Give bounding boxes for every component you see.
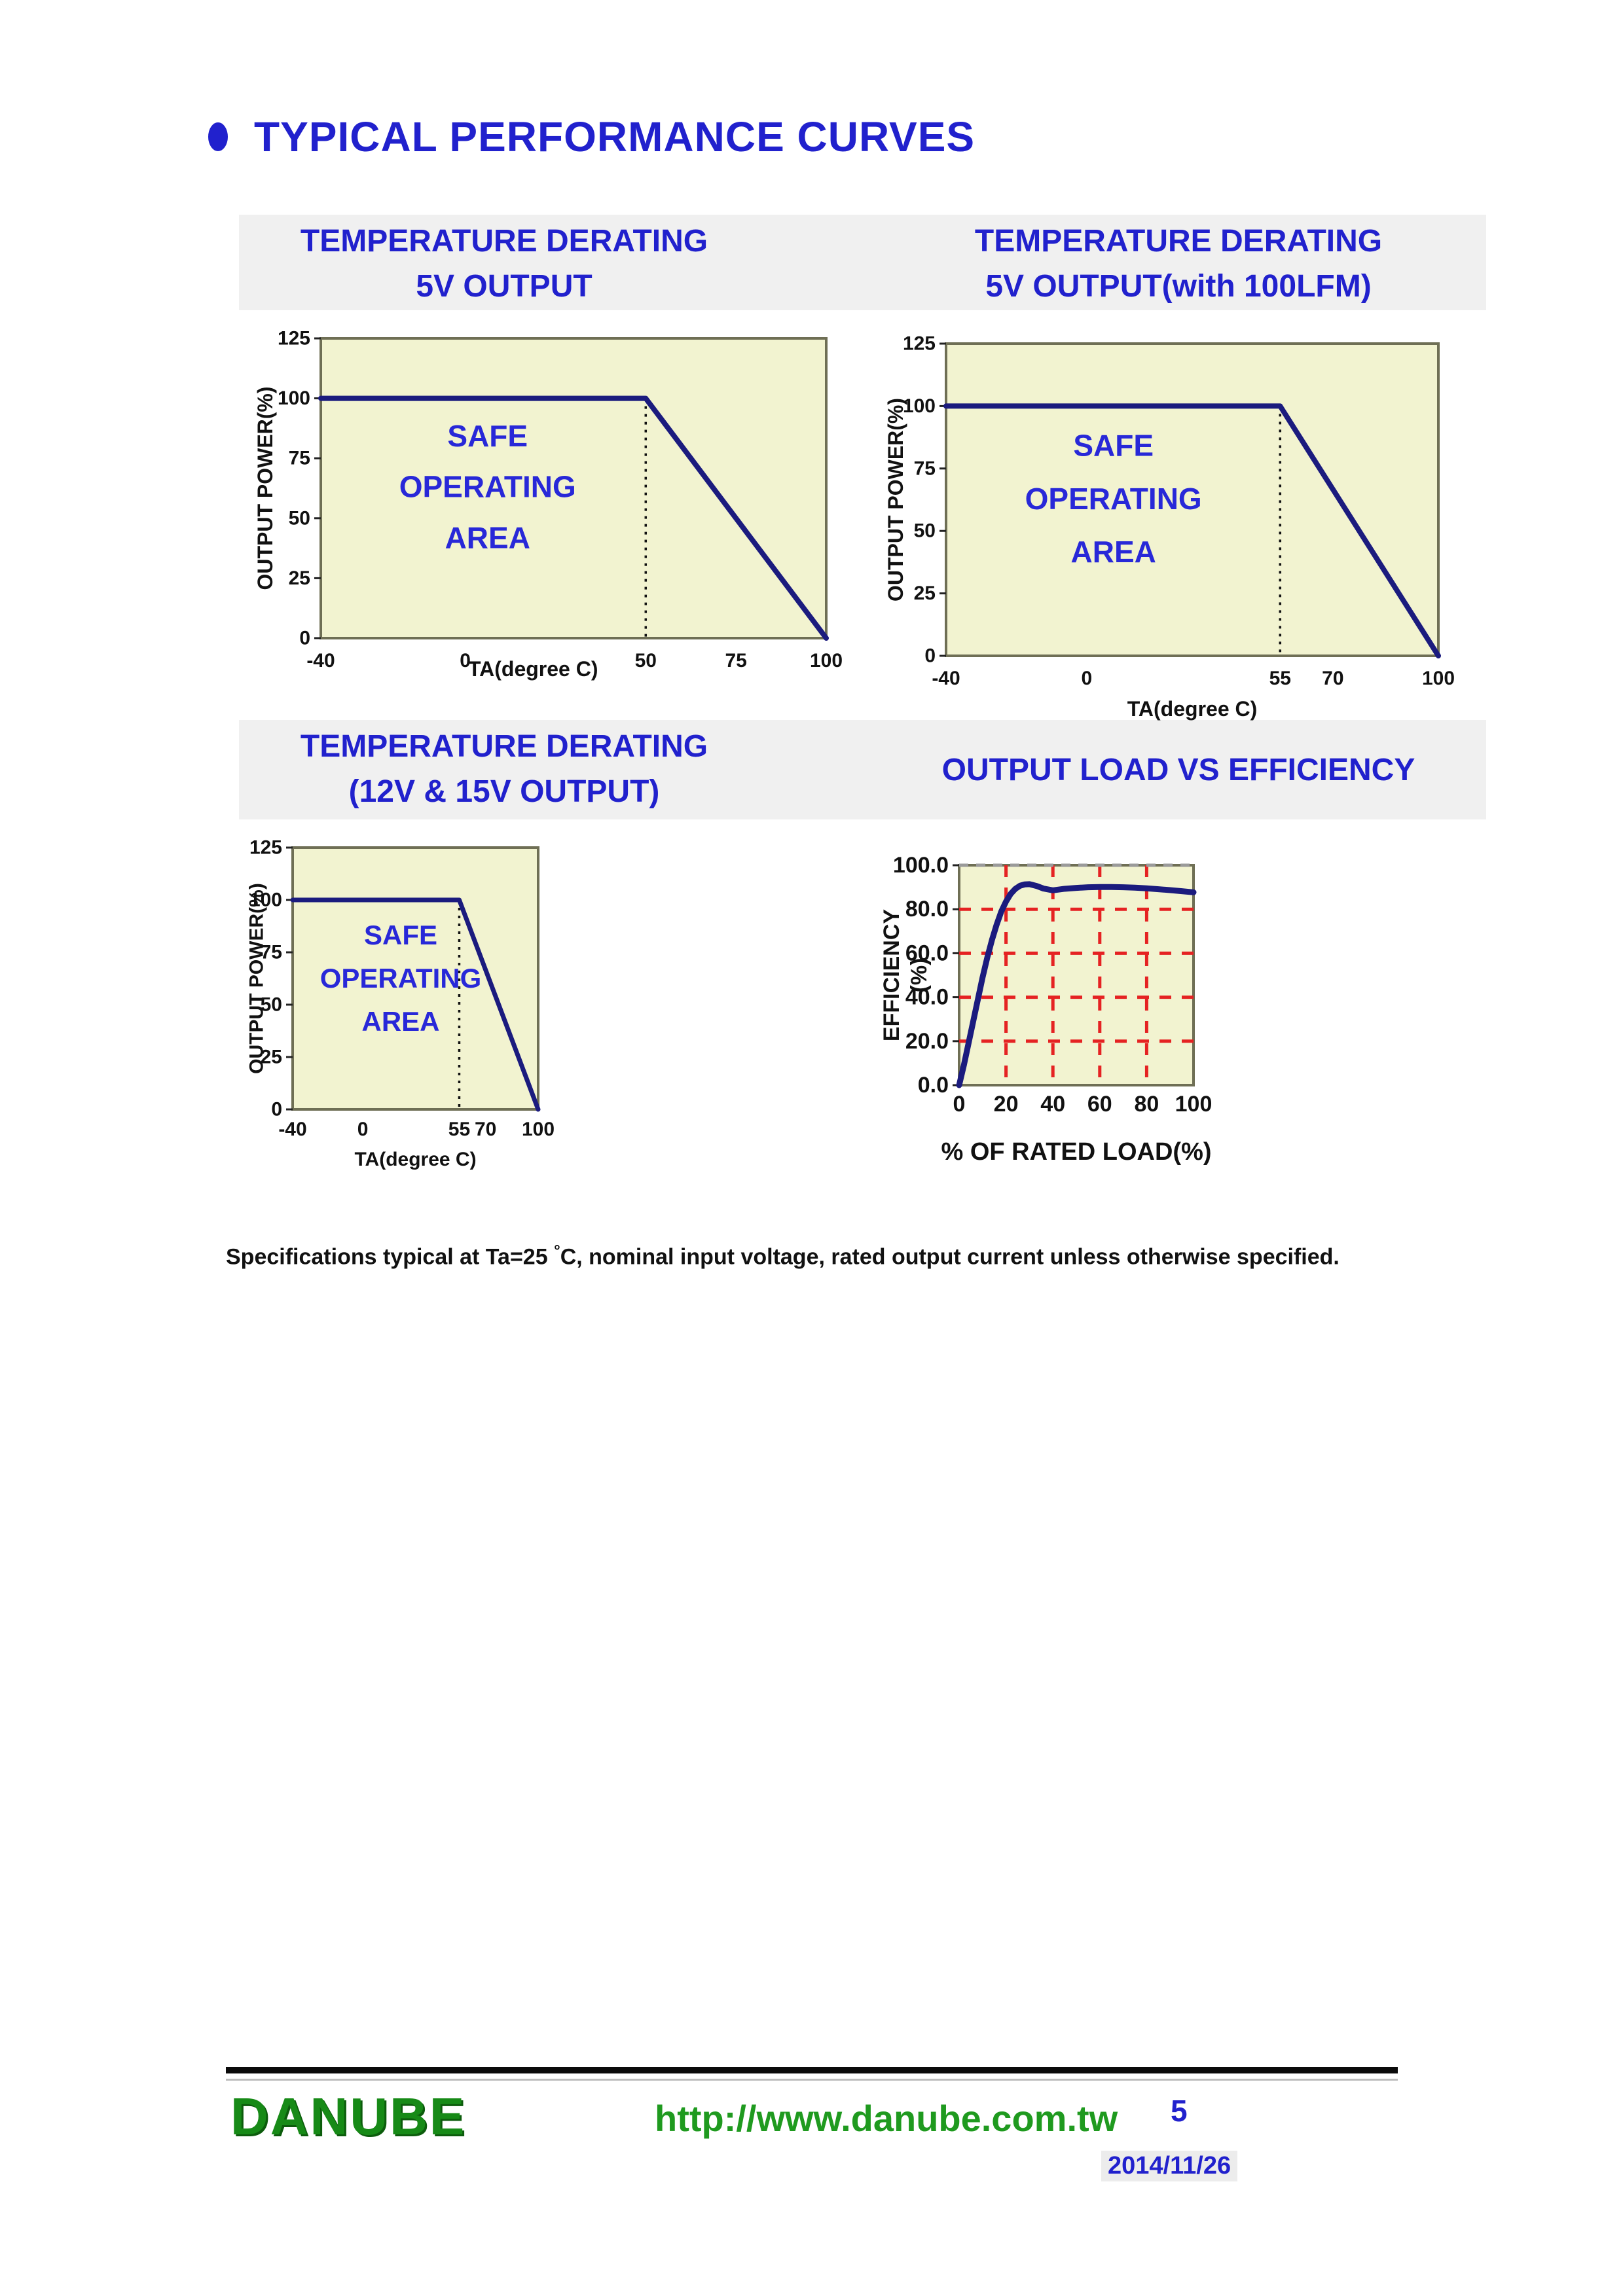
bullet-icon xyxy=(208,122,228,151)
svg-text:-40: -40 xyxy=(932,668,960,689)
footer-rule-thick xyxy=(226,2067,1398,2073)
panel-title-line2: 5V OUTPUT(with 100LFM) xyxy=(985,269,1372,304)
svg-text:AREA: AREA xyxy=(361,1006,439,1037)
svg-text:40.0: 40.0 xyxy=(905,985,949,1010)
svg-text:OPERATING: OPERATING xyxy=(1025,482,1202,516)
svg-text:100.0: 100.0 xyxy=(893,853,949,878)
panel-title-line2: 5V OUTPUT xyxy=(416,269,593,304)
svg-text:70: 70 xyxy=(475,1119,496,1140)
page-title: TYPICAL PERFORMANCE CURVES xyxy=(254,113,976,160)
svg-text:100: 100 xyxy=(810,650,843,672)
temperature-derating-12v-15v-chart: 0 25 50 75 100 125 -40 0 55 70 100 TA(degree C) OUTP… xyxy=(229,830,648,1216)
svg-text:OPERATING: OPERATING xyxy=(399,470,576,504)
svg-text:EFFICIENCY: EFFICIENCY xyxy=(879,909,904,1041)
svg-text:50: 50 xyxy=(289,507,310,529)
svg-text:55: 55 xyxy=(1269,668,1291,689)
svg-text:TA(degree C): TA(degree C) xyxy=(354,1149,476,1170)
svg-text:0: 0 xyxy=(357,1119,369,1140)
svg-text:100: 100 xyxy=(1422,668,1455,689)
svg-text:TA(degree C): TA(degree C) xyxy=(1127,697,1258,721)
panel-title-line1: TEMPERATURE DERATING xyxy=(974,224,1383,259)
svg-text:0: 0 xyxy=(1082,668,1093,689)
footer-rule-thin xyxy=(226,2079,1398,2081)
svg-text:100: 100 xyxy=(1175,1092,1213,1117)
svg-text:100: 100 xyxy=(903,395,936,417)
svg-text:20: 20 xyxy=(994,1092,1019,1117)
svg-text:0: 0 xyxy=(953,1092,966,1117)
svg-text:100: 100 xyxy=(249,889,282,911)
svg-text:125: 125 xyxy=(278,328,310,350)
svg-text:0: 0 xyxy=(460,650,471,672)
note-suffix: C, nominal input voltage, rated output c… xyxy=(560,1244,1340,1270)
svg-text:50: 50 xyxy=(914,520,936,542)
svg-text:60.0: 60.0 xyxy=(905,941,949,965)
svg-text:125: 125 xyxy=(903,333,936,355)
svg-text:0: 0 xyxy=(924,645,936,667)
svg-text:80.0: 80.0 xyxy=(905,897,949,922)
svg-text:OPERATING: OPERATING xyxy=(320,963,482,994)
svg-text:55: 55 xyxy=(448,1119,470,1140)
page-title-row: TYPICAL PERFORMANCE CURVES xyxy=(208,113,975,161)
document-date: 2014/11/26 xyxy=(1101,2151,1238,2181)
panel-title-line2: (12V & 15V OUTPUT) xyxy=(348,774,660,809)
svg-text:TA(degree C): TA(degree C) xyxy=(468,657,598,681)
svg-text:25: 25 xyxy=(914,583,936,604)
svg-text:SAFE: SAFE xyxy=(1073,429,1154,463)
header-band-row1 xyxy=(239,215,1486,310)
svg-text:-40: -40 xyxy=(306,650,335,672)
chart-canvas: 0.0 20.0 40.0 60.0 80.0 100.0 0 20 40 60 80 100 % OF… xyxy=(879,853,1213,1166)
svg-text:OUTPUT POWER(%): OUTPUT POWER(%) xyxy=(246,883,268,1074)
svg-text:80: 80 xyxy=(1134,1092,1159,1117)
svg-text:75: 75 xyxy=(289,448,310,469)
svg-text:75: 75 xyxy=(261,942,282,963)
panel-title-load-vs-efficiency: OUTPUT LOAD VS EFFICIENCY xyxy=(871,720,1486,819)
svg-text:SAFE: SAFE xyxy=(447,419,528,453)
output-load-vs-efficiency-chart: 0.0 20.0 40.0 60.0 80.0 100.0 0 20 40 60 80 100 % OF… xyxy=(845,836,1342,1236)
svg-text:AREA: AREA xyxy=(445,521,530,555)
panel-title-derating-12v-15v: TEMPERATURE DERATING (12V & 15V OUTPUT) xyxy=(239,724,769,814)
svg-text:OUTPUT POWER(%): OUTPUT POWER(%) xyxy=(253,386,277,590)
specifications-note: Specifications typical at Ta=25 °C, nomi… xyxy=(226,1242,1340,1270)
svg-text:0.0: 0.0 xyxy=(918,1073,949,1098)
svg-text:AREA: AREA xyxy=(1071,535,1156,569)
panel-title-line1: TEMPERATURE DERATING xyxy=(300,729,708,764)
header-band-row2 xyxy=(239,720,1486,819)
svg-text:75: 75 xyxy=(725,650,746,672)
panel-title-line1: TEMPERATURE DERATING xyxy=(300,224,708,259)
svg-text:50: 50 xyxy=(635,650,657,672)
panel-title-derating-5v: TEMPERATURE DERATING 5V OUTPUT xyxy=(239,219,769,309)
svg-text:70: 70 xyxy=(1322,668,1343,689)
temperature-derating-5v-100lfm-chart: 0 25 50 75 100 125 -40 0 55 70 100 TA(degree C) OUTP… xyxy=(864,319,1519,732)
svg-text:OUTPUT POWER(%): OUTPUT POWER(%) xyxy=(884,398,907,601)
svg-text:75: 75 xyxy=(914,457,936,479)
page-number: 5 xyxy=(1171,2094,1188,2128)
svg-text:25: 25 xyxy=(289,567,310,589)
svg-text:50: 50 xyxy=(261,994,282,1016)
note-prefix: Specifications typical at Ta=25 xyxy=(226,1244,555,1270)
panel-title-derating-5v-100lfm: TEMPERATURE DERATING 5V OUTPUT(with 100L… xyxy=(871,219,1486,309)
temperature-derating-5v-chart: 0 25 50 75 100 125 -40 0 50 75 100 TA(degree C) OUTP… xyxy=(232,319,881,725)
website-url: http://www.danube.com.tw xyxy=(655,2098,1118,2139)
svg-text:% OF RATED LOAD(%): % OF RATED LOAD(%) xyxy=(941,1138,1211,1166)
svg-text:100: 100 xyxy=(522,1119,555,1140)
svg-text:0: 0 xyxy=(299,628,310,649)
svg-text:100: 100 xyxy=(278,387,310,409)
danube-logo: DANUBE xyxy=(230,2087,467,2145)
svg-text:(%): (%) xyxy=(907,958,932,993)
panel-title-line1: OUTPUT LOAD VS EFFICIENCY xyxy=(941,752,1415,787)
svg-text:25: 25 xyxy=(261,1047,282,1068)
svg-text:60: 60 xyxy=(1087,1092,1112,1117)
svg-text:125: 125 xyxy=(249,837,282,859)
svg-text:SAFE: SAFE xyxy=(364,920,437,950)
svg-text:-40: -40 xyxy=(278,1119,306,1140)
svg-text:20.0: 20.0 xyxy=(905,1029,949,1054)
svg-text:0: 0 xyxy=(271,1099,282,1121)
svg-text:40: 40 xyxy=(1040,1092,1065,1117)
degree-symbol: ° xyxy=(554,1242,560,1260)
